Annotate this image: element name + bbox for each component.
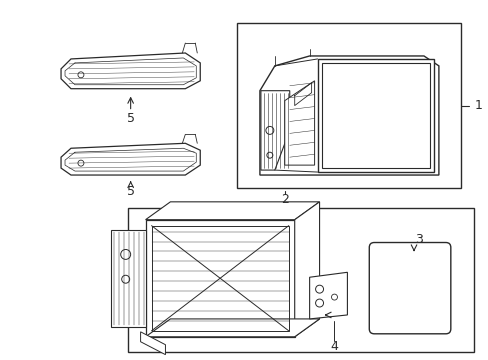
Polygon shape: [317, 59, 433, 172]
Text: 4: 4: [330, 340, 338, 353]
Polygon shape: [294, 202, 319, 337]
Polygon shape: [61, 143, 200, 175]
Bar: [237, 23, 460, 188]
Polygon shape: [145, 220, 294, 337]
Polygon shape: [284, 81, 314, 165]
Text: 5: 5: [126, 185, 134, 198]
FancyBboxPatch shape: [368, 243, 450, 334]
Polygon shape: [111, 230, 145, 327]
Polygon shape: [141, 332, 165, 355]
Polygon shape: [145, 319, 319, 337]
Bar: [321, 63, 429, 168]
Polygon shape: [260, 56, 438, 175]
Polygon shape: [145, 202, 319, 220]
Text: 1: 1: [474, 99, 482, 112]
Polygon shape: [261, 91, 289, 170]
Text: 5: 5: [126, 112, 134, 125]
Text: 2: 2: [280, 193, 288, 206]
Polygon shape: [61, 53, 200, 89]
Bar: [151, 226, 288, 331]
Bar: [127, 208, 473, 352]
Polygon shape: [309, 272, 346, 319]
Text: 3: 3: [414, 233, 422, 246]
